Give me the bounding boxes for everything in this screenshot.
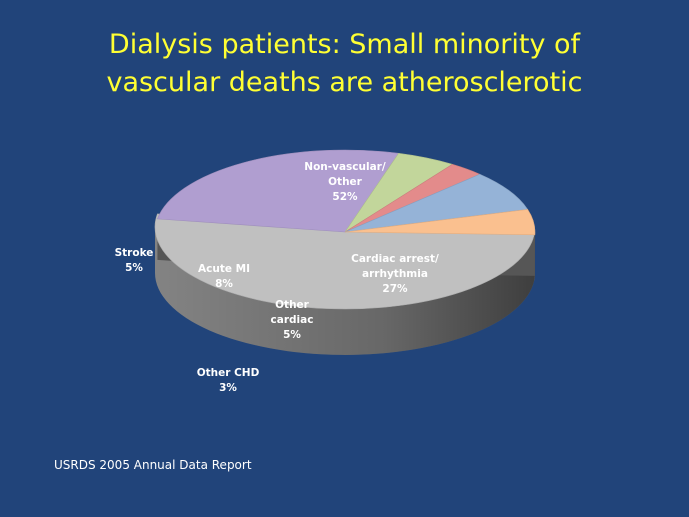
pie-label-line: Other xyxy=(328,176,363,188)
pie-label-line: Non-vascular/ xyxy=(304,161,386,173)
pie-label-acute_mi: Acute MI 8% xyxy=(198,263,250,290)
pie-label-value: 27% xyxy=(382,283,408,295)
pie-label-line: Other CHD xyxy=(197,367,260,379)
pie-slice-cardiac_arrest xyxy=(157,149,400,233)
pie-label-stroke: Stroke 5% xyxy=(115,247,154,274)
pie-label-line: Stroke xyxy=(115,247,154,259)
pie-label-other_chd: Other CHD 3% xyxy=(197,367,260,394)
pie-label-line: Other xyxy=(275,299,310,311)
source-note: USRDS 2005 Annual Data Report xyxy=(54,458,252,472)
pie-labels-group: Non-vascular/Other 52% Cardiac arrest/arrh… xyxy=(115,161,439,394)
pie-slices-group xyxy=(154,149,536,355)
title-line-2: vascular deaths are atherosclerotic xyxy=(106,67,583,98)
pie-label-line: cardiac xyxy=(271,314,314,326)
pie-label-line: Acute MI xyxy=(198,263,250,275)
pie-label-cardiac_arrest: Cardiac arrest/arrhythmia 27% xyxy=(351,253,439,295)
pie-slice-stroke xyxy=(344,209,536,236)
pie-label-other_cardiac: Other cardiac 5% xyxy=(271,299,314,341)
pie-slice-acute_mi xyxy=(344,173,529,233)
pie-label-value: 52% xyxy=(332,191,358,203)
pie-slice-nonvascular xyxy=(154,213,536,310)
pie-label-line: arrhythmia xyxy=(362,268,428,280)
pie-label-value: 5% xyxy=(283,329,301,341)
pie-label-value: 5% xyxy=(125,262,143,274)
pie-side-shade-nonvascular xyxy=(155,227,535,355)
pie-label-value: 3% xyxy=(219,382,237,394)
pie-label-value: 8% xyxy=(215,278,233,290)
title-line-1: Dialysis patients: Small minority of xyxy=(108,29,581,60)
pie-label-nonvascular: Non-vascular/Other 52% xyxy=(304,161,386,203)
slide-title: Dialysis patients: Small minority of vas… xyxy=(0,26,689,102)
pie-label-line: Cardiac arrest/ xyxy=(351,253,439,265)
